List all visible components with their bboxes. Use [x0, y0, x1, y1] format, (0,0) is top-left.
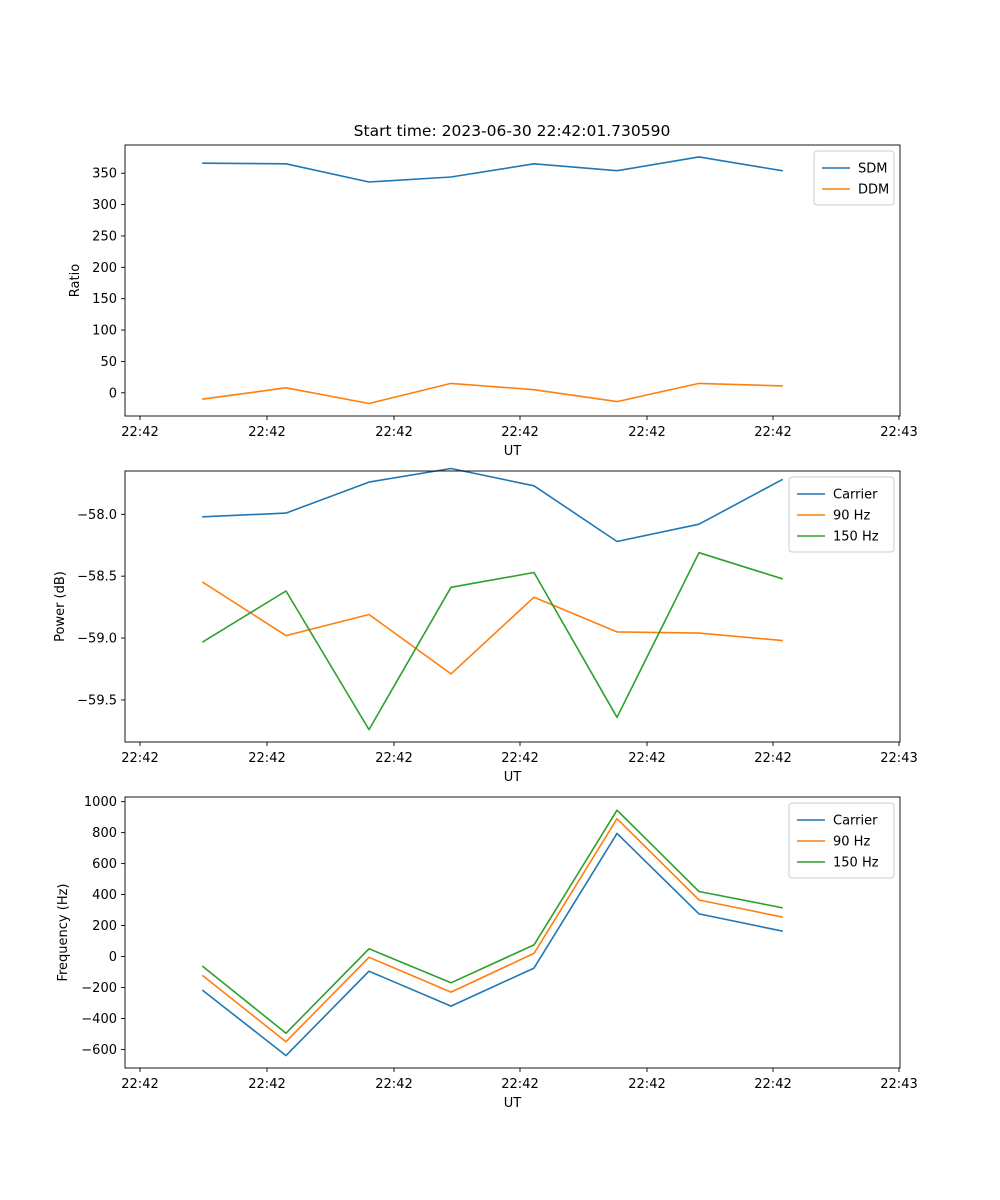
- legend-box: [788, 476, 895, 553]
- x-tick-label: 22:42: [248, 751, 285, 766]
- x-tick-label: 22:42: [754, 425, 791, 440]
- x-tick-label: 22:42: [248, 1077, 285, 1092]
- legend-entry: 90 Hz: [833, 835, 870, 850]
- x-tick-label: 22:42: [628, 1077, 665, 1092]
- x-tick-label: 22:42: [754, 1077, 791, 1092]
- y-tick-label: −58.0: [77, 508, 117, 523]
- y-tick-label: −58.5: [77, 570, 117, 585]
- y-tick-label: −59.5: [77, 693, 117, 708]
- legend: SDM DDM: [813, 150, 895, 206]
- x-tick-label: 22:42: [501, 1077, 538, 1092]
- legend-entry: Carrier: [833, 814, 878, 829]
- series-line-3-3: [201, 809, 783, 1034]
- chart-panel-1: 22:42 22:42 22:42 22:42 22:42 22:42 22:43 0 50 10…: [68, 144, 918, 459]
- axes-frame: [124, 470, 901, 743]
- legend-entry: SDM: [858, 162, 887, 177]
- x-tick-label: 22:42: [375, 751, 412, 766]
- y-tick-label: 200: [92, 919, 117, 934]
- series-line-3-2: [201, 817, 783, 1043]
- x-tick-label: 22:42: [375, 1077, 412, 1092]
- legend-box: [813, 150, 895, 206]
- y-tick-label: 200: [92, 261, 117, 276]
- y-tick-label: −200: [81, 981, 117, 996]
- chart-panel-2: 22:42 22:42 22:42 22:42 22:42 22:42 22:43 −59.5…: [53, 467, 918, 785]
- y-tick-label: 100: [92, 324, 117, 339]
- axes-frame: [124, 144, 901, 417]
- series-line-2-3: [201, 551, 784, 731]
- x-axis-label: UT: [504, 770, 522, 785]
- chart-panel-3: 22:42 22:42 22:42 22:42 22:42 22:42 22:43 −600 −…: [56, 795, 918, 1111]
- x-tick-label: 22:42: [375, 425, 412, 440]
- y-tick-label: 350: [92, 167, 117, 182]
- axes-frame: [124, 796, 901, 1069]
- x-tick-label: 22:42: [121, 1077, 158, 1092]
- series-line-2-1: [202, 467, 784, 543]
- y-tick-label: 600: [92, 857, 117, 872]
- y-tick-label: 150: [92, 292, 117, 307]
- chart-title: Start time: 2023-06-30 22:42:01.730590: [354, 122, 671, 140]
- legend-entry: 90 Hz: [833, 509, 870, 524]
- x-tick-label: 22:42: [754, 751, 791, 766]
- x-tick-label: 22:42: [248, 425, 285, 440]
- x-tick-label: 22:42: [628, 751, 665, 766]
- y-axis-label: Frequency (Hz): [56, 883, 71, 981]
- x-tick-label: 22:42: [121, 751, 158, 766]
- x-tick-label: 22:43: [880, 1077, 917, 1092]
- y-tick-label: −600: [81, 1043, 117, 1058]
- x-axis-label: UT: [504, 444, 522, 459]
- y-tick-label: 300: [92, 198, 117, 213]
- x-tick-label: 22:42: [501, 425, 538, 440]
- legend-box: [788, 802, 895, 879]
- legend: Carrier 90 Hz 150 Hz: [788, 476, 895, 553]
- x-tick-label: 22:42: [628, 425, 665, 440]
- legend-entry: DDM: [858, 183, 889, 198]
- legend-entry: 150 Hz: [833, 856, 879, 871]
- x-tick-label: 22:43: [880, 751, 917, 766]
- y-tick-label: 0: [109, 950, 117, 965]
- x-tick-label: 22:42: [121, 425, 158, 440]
- y-tick-label: 50: [100, 355, 117, 370]
- x-axis-label: UT: [504, 1096, 522, 1111]
- series-line-1-2: [202, 382, 783, 405]
- legend-entry: 150 Hz: [833, 530, 879, 545]
- y-tick-label: −400: [81, 1012, 117, 1027]
- y-tick-label: 250: [92, 229, 117, 244]
- x-tick-label: 22:43: [880, 425, 917, 440]
- x-tick-label: 22:42: [501, 751, 538, 766]
- y-axis-label: Power (dB): [53, 571, 68, 642]
- series-line-1-1: [202, 156, 783, 183]
- y-axis-label: Ratio: [68, 264, 83, 297]
- y-tick-label: 400: [92, 888, 117, 903]
- legend: Carrier 90 Hz 150 Hz: [788, 802, 895, 879]
- series-line-2-2: [201, 581, 783, 675]
- series-line-3-1: [201, 832, 783, 1057]
- y-tick-label: −59.0: [77, 632, 117, 647]
- y-tick-label: 800: [92, 826, 117, 841]
- y-tick-label: 0: [109, 386, 117, 401]
- y-tick-label: 1000: [84, 795, 117, 810]
- legend-entry: Carrier: [833, 488, 878, 503]
